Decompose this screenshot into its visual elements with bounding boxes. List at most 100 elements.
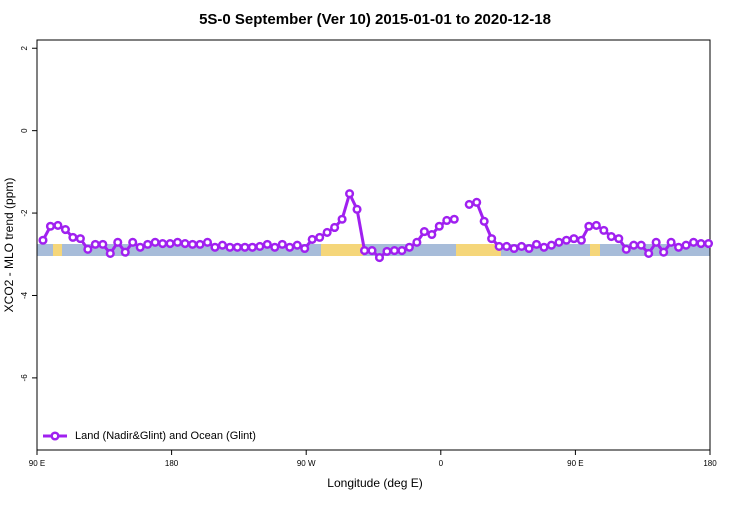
data-point [576,235,586,245]
y-tick-label: 0 [20,128,29,133]
data-point [180,239,190,249]
data-point [382,246,392,256]
data-point [75,234,85,244]
data-point [285,242,295,252]
data-point [674,242,684,252]
data-point [337,214,347,224]
data-point [38,235,48,245]
data-point [210,242,220,252]
data-point [120,247,130,257]
y-tick-label: -4 [20,291,29,299]
data-point [247,242,257,252]
data-point [83,244,93,254]
land-strip [590,244,600,256]
data-point [53,220,63,230]
y-tick-label: -2 [20,209,29,217]
legend-label: Land (Nadir&Glint) and Ocean (Glint) [75,430,256,442]
x-axis-label: Longitude (deg E) [327,476,422,490]
data-point [629,240,639,250]
data-point [270,242,280,252]
data-point [524,243,534,254]
data-point [165,239,175,249]
data-point [352,204,362,214]
data-point [644,248,654,258]
data-point [614,234,624,244]
x-tick-label: 180 [165,459,179,468]
data-point [404,242,414,252]
data-point [591,220,601,230]
data-point [389,246,399,256]
data-point [217,240,227,250]
data-point [105,248,115,258]
land-strip [321,244,363,256]
data-point [397,246,407,256]
data-point [143,239,153,249]
data-point [636,240,646,250]
data-point [98,239,108,249]
data-point [225,242,235,252]
data-point [68,232,78,242]
chart-title: 5S-0 September (Ver 10) 2015-01-01 to 20… [199,11,551,28]
data-point [135,242,145,252]
x-tick-label: 0 [439,459,444,468]
data-point [509,243,519,254]
x-tick-label: 90 E [567,459,583,468]
y-tick-label: -6 [20,374,29,382]
data-point [412,237,422,247]
data-point [442,215,452,226]
data-point [300,243,310,254]
data-point [517,241,527,251]
data-point [202,237,213,247]
data-point [322,227,332,237]
data-point [315,232,325,242]
data-point [472,197,482,207]
data-point [113,237,123,247]
data-point [240,242,250,252]
data-point [651,237,661,247]
data-point [599,225,609,235]
data-point [531,239,542,249]
x-tick-label: 90 W [297,459,316,468]
data-point [173,237,183,247]
legend-marker [50,431,60,441]
data-point [569,234,579,244]
data-point [688,237,699,247]
data-point [554,237,564,247]
data-point [359,246,370,256]
data-point [666,237,676,247]
y-axis-label: XCO2 - MLO trend (ppm) [2,178,16,313]
data-point [232,242,242,252]
data-point [128,237,138,247]
data-point [606,232,616,242]
data-point [659,247,669,257]
data-point [427,229,437,240]
data-point [345,189,355,199]
data-point [60,224,70,235]
y-tick-label: 2 [20,45,29,50]
data-point [262,239,272,249]
data-point [584,221,594,231]
data-point [307,234,317,244]
data-point [419,227,429,237]
data-point [158,239,168,249]
data-point [703,239,714,249]
data-point [374,253,385,263]
data-point [367,246,377,256]
land-strip [53,244,62,256]
data-point [255,241,265,251]
data-point [494,241,504,251]
data-point [330,222,340,233]
data-point [546,240,557,250]
land-strip [456,244,501,256]
data-point [187,239,198,249]
data-point [45,221,56,231]
data-point [449,214,459,224]
data-point [195,239,205,249]
data-point [479,216,489,226]
data-point [681,240,691,250]
data-point [434,221,444,231]
data-point [90,239,100,249]
x-tick-label: 90 E [29,459,45,468]
